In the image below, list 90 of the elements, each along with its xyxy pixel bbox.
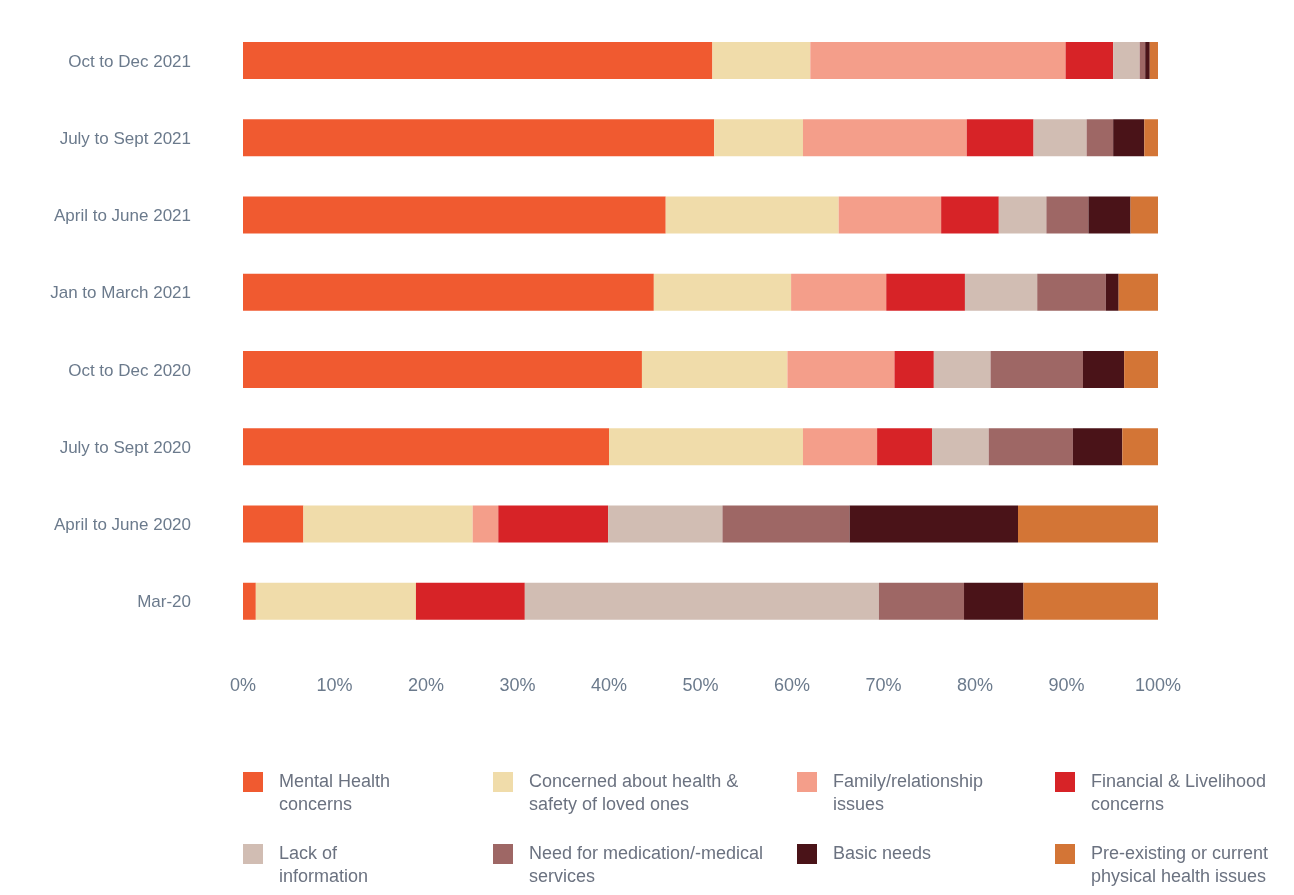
bar <box>1088 196 1131 234</box>
x-tick-label: 100% <box>1134 674 1182 695</box>
legend-label: Financial & Livelihood concerns <box>1091 770 1268 816</box>
bar <box>1145 42 1150 79</box>
bar <box>941 196 999 234</box>
bar <box>712 42 811 79</box>
bar <box>849 505 1019 543</box>
bar <box>878 582 965 620</box>
bar <box>243 273 654 311</box>
y-tick-label: Jan to March 2021 <box>50 283 191 303</box>
x-tick-label: 30% <box>499 674 536 695</box>
bar <box>1130 196 1158 234</box>
bar <box>243 196 666 234</box>
y-tick-label: Oct to Dec 2020 <box>68 360 191 380</box>
x-tick-label: 0% <box>229 674 257 695</box>
bar <box>498 505 609 543</box>
bar <box>1144 119 1158 157</box>
legend-label: Pre-existing or current physical health issues <box>1091 842 1270 888</box>
x-tick-label: 50% <box>682 674 719 695</box>
bar <box>838 196 942 234</box>
bar <box>1118 273 1158 311</box>
bar <box>886 273 965 311</box>
bar <box>1082 351 1125 388</box>
bar <box>255 582 416 620</box>
x-tick-label: 40% <box>590 674 628 695</box>
legend-label: Need for medication/-medical services <box>529 842 765 888</box>
x-tick-label: 20% <box>407 674 445 695</box>
bar <box>1033 119 1087 157</box>
bar <box>988 428 1073 466</box>
bar <box>524 582 879 620</box>
bar <box>787 351 895 388</box>
y-tick-label: July to Sept 2021 <box>59 128 191 148</box>
bar <box>1046 196 1089 234</box>
bar <box>932 428 989 466</box>
bar <box>810 42 1066 79</box>
bar <box>990 351 1083 388</box>
y-tick-label: April to June 2021 <box>53 206 191 226</box>
legend-label: Family/relationship issues <box>833 770 985 816</box>
bar <box>722 505 850 543</box>
bar <box>608 505 723 543</box>
bar <box>665 196 839 234</box>
bar <box>714 119 803 157</box>
bar <box>1113 119 1145 157</box>
bar <box>1149 42 1158 79</box>
bar <box>966 119 1034 157</box>
bar <box>415 582 525 620</box>
bar <box>802 119 967 157</box>
bar <box>1113 42 1140 79</box>
y-tick-label: Oct to Dec 2021 <box>68 51 191 71</box>
bar <box>641 351 788 388</box>
legend-label: Concerned about health & safety of loved ones <box>529 770 740 816</box>
bar <box>802 428 878 466</box>
bar <box>243 582 256 620</box>
legend-label: Mental Health concerns <box>279 770 392 816</box>
bar <box>303 505 473 543</box>
bar <box>243 42 713 79</box>
bar <box>1122 428 1158 466</box>
bar <box>653 273 792 311</box>
bar <box>877 428 932 466</box>
bar <box>472 505 499 543</box>
bar <box>1105 273 1119 311</box>
x-tick-label: 80% <box>956 674 994 695</box>
bar <box>1018 505 1158 543</box>
bar <box>894 351 934 388</box>
bar <box>964 273 1038 311</box>
x-tick-label: 90% <box>1048 674 1085 695</box>
bar <box>1139 42 1146 79</box>
bar <box>1086 119 1114 157</box>
x-tick-label: 60% <box>773 674 811 695</box>
bar <box>243 428 609 466</box>
y-tick-label: April to June 2020 <box>53 515 191 535</box>
bar <box>243 119 715 157</box>
bar <box>964 582 1024 620</box>
x-tick-label: 70% <box>865 674 902 695</box>
bar <box>791 273 887 311</box>
legend-label: Basic needs <box>833 842 933 865</box>
bar <box>243 351 642 388</box>
y-tick-label: July to Sept 2020 <box>59 437 191 457</box>
y-tick-label: Mar-20 <box>137 592 191 612</box>
bar <box>1023 582 1158 620</box>
bar <box>1124 351 1158 388</box>
x-tick-label: 10% <box>316 674 353 695</box>
bar <box>609 428 803 466</box>
bar <box>1072 428 1123 466</box>
bar <box>1065 42 1114 79</box>
bar <box>243 505 304 543</box>
bar <box>1037 273 1106 311</box>
bar <box>933 351 991 388</box>
legend-label: Lack of information <box>279 842 370 888</box>
bar <box>998 196 1047 234</box>
